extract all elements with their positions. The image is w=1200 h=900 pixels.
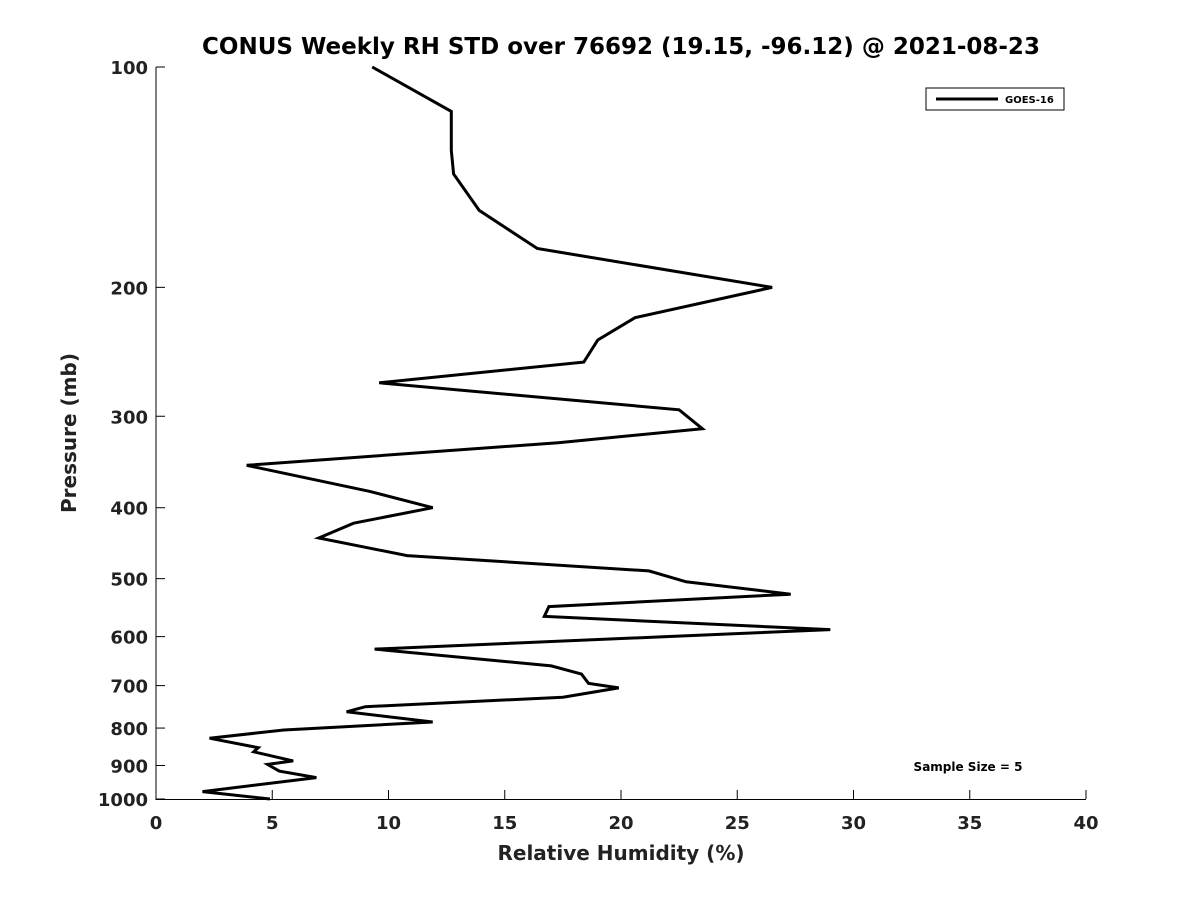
- x-ticks: 0 5 10 15 20 25 30 35 40: [150, 790, 1099, 834]
- x-tick-label: 30: [841, 813, 866, 834]
- legend-label-goes-16: GOES-16: [1005, 95, 1054, 106]
- plot-area: [156, 67, 1086, 799]
- sample-size-annotation: Sample Size = 5: [914, 760, 1023, 774]
- x-tick-label: 25: [725, 813, 750, 834]
- series-layer: [202, 65, 831, 801]
- y-tick-label: 500: [110, 570, 148, 591]
- y-ticks: 100 200 300 400 500 600 700 800 900 1000: [98, 58, 165, 811]
- x-tick-label: 5: [266, 813, 279, 834]
- y-tick-label: 400: [110, 499, 148, 520]
- y-tick-label: 100: [110, 58, 148, 79]
- y-tick-label: 700: [110, 677, 148, 698]
- x-tick-label: 35: [957, 813, 982, 834]
- chart-title: CONUS Weekly RH STD over 76692 (19.15, -…: [202, 34, 1040, 60]
- x-tick-label: 10: [376, 813, 401, 834]
- y-tick-label: 800: [110, 719, 148, 740]
- y-tick-label: 900: [110, 757, 148, 778]
- y-tick-label: 200: [110, 278, 148, 299]
- x-tick-label: 15: [492, 813, 517, 834]
- x-tick-label: 20: [608, 813, 633, 834]
- legend: GOES-16: [925, 87, 1065, 111]
- x-axis-label: Relative Humidity (%): [497, 841, 744, 865]
- y-tick-label: 1000: [98, 790, 148, 811]
- y-tick-label: 600: [110, 628, 148, 649]
- x-tick-label: 0: [150, 813, 163, 834]
- x-tick-label: 40: [1073, 813, 1098, 834]
- series-line-goes-16: [202, 65, 831, 801]
- y-tick-label: 300: [110, 407, 148, 428]
- y-axis-label: Pressure (mb): [57, 353, 81, 513]
